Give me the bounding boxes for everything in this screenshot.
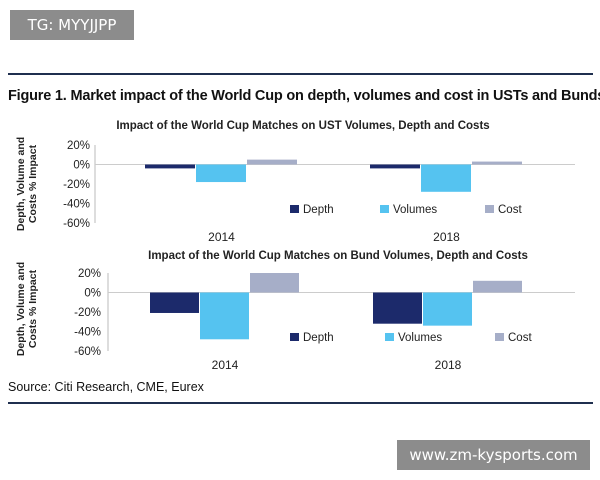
y-axis-label-line: Costs % Impact — [27, 269, 39, 348]
legend-swatch-depth — [290, 333, 299, 341]
y-tick-label: 0% — [84, 288, 101, 300]
legend-label-volumes: Volumes — [393, 204, 437, 216]
bar-cost-2018 — [472, 161, 522, 165]
legend-label-cost: Cost — [508, 332, 532, 344]
bar-depth-2014 — [150, 292, 199, 313]
y-axis-label-line: Depth, Volume and — [15, 137, 27, 231]
bar-cost-2014 — [250, 273, 299, 293]
source-note: Source: Citi Research, CME, Eurex — [8, 380, 204, 394]
y-axis-label: Depth, Volume and Costs % Impact — [15, 137, 39, 231]
bottom-rule — [8, 402, 593, 404]
top-rule — [8, 73, 593, 75]
legend-swatch-depth — [290, 205, 299, 213]
legend-label-depth: Depth — [303, 332, 334, 344]
legend-swatch-volumes — [385, 333, 394, 341]
x-category-label: 2018 — [435, 358, 462, 372]
legend-swatch-cost — [485, 205, 494, 213]
bar-volumes-2014 — [200, 292, 249, 340]
y-axis-label: Depth, Volume and Costs % Impact — [15, 262, 39, 356]
y-tick-label: -40% — [74, 327, 101, 339]
tag-label: TG: MYYJJPP — [10, 10, 134, 40]
x-category-label: 2014 — [208, 230, 235, 244]
x-category-label: 2014 — [212, 358, 239, 372]
bar-cost-2018 — [473, 280, 522, 293]
legend-label-cost: Cost — [498, 204, 522, 216]
x-category-label: 2018 — [433, 230, 460, 244]
y-axis-label-line: Costs % Impact — [27, 144, 39, 223]
chart-title: Impact of the World Cup Matches on UST V… — [116, 120, 489, 132]
watermark-label: www.zm-kysports.com — [397, 440, 590, 470]
y-axis-label-line: Depth, Volume and — [15, 262, 27, 356]
y-tick-label: 0% — [73, 160, 90, 172]
figure-title: Figure 1. Market impact of the World Cup… — [8, 88, 600, 104]
y-tick-label: -60% — [63, 218, 90, 230]
y-tick-label: -60% — [74, 346, 101, 358]
bar-volumes-2014 — [196, 164, 246, 183]
chart-title: Impact of the World Cup Matches on Bund … — [148, 250, 528, 262]
legend-label-depth: Depth — [303, 204, 334, 216]
legend-swatch-volumes — [380, 205, 389, 213]
y-tick-label: -40% — [63, 199, 90, 211]
legend-label-volumes: Volumes — [398, 332, 442, 344]
legend-swatch-cost — [495, 333, 504, 341]
bar-depth-2018 — [370, 164, 420, 169]
bar-volumes-2018 — [421, 164, 471, 192]
bar-depth-2018 — [373, 292, 422, 324]
bar-volumes-2018 — [423, 292, 472, 326]
y-tick-label: 20% — [67, 140, 90, 152]
y-tick-label: 20% — [78, 268, 101, 280]
y-tick-label: -20% — [74, 307, 101, 319]
bar-depth-2014 — [145, 164, 195, 169]
y-tick-label: -20% — [63, 179, 90, 191]
bar-cost-2014 — [247, 159, 297, 165]
